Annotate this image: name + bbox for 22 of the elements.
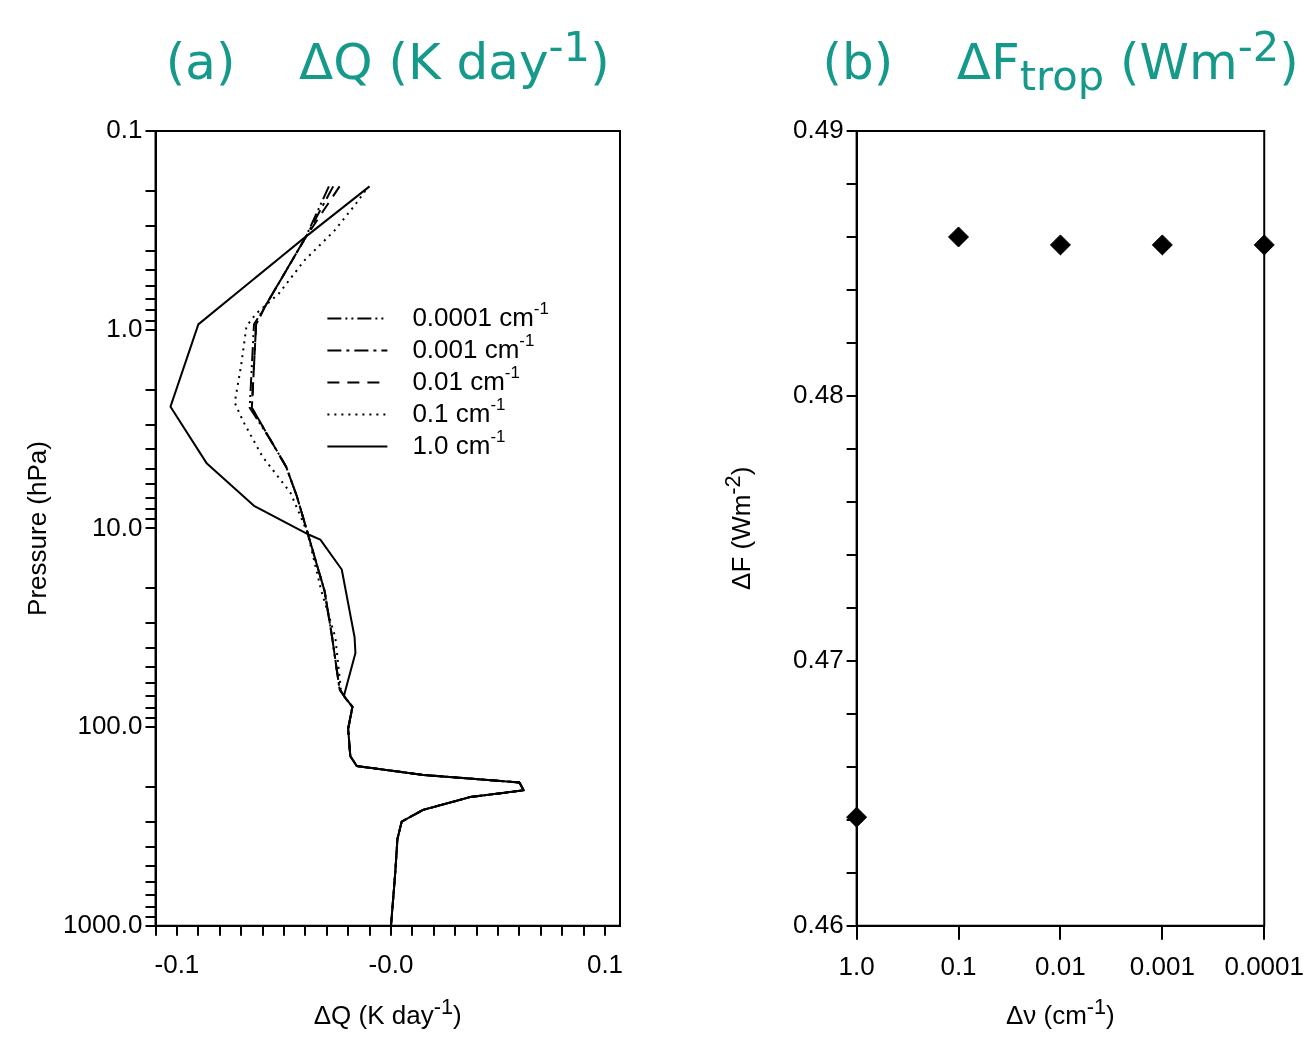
x-tick-label: 0.1 <box>940 950 977 981</box>
x-tick-label: 0.1 <box>586 948 624 979</box>
x-axis-title: Δν (cm$^{-1}$) <box>1005 993 1115 1031</box>
x-tick-label: -0.0 <box>368 948 414 979</box>
y-tick-label: 0.1 <box>106 114 143 145</box>
x-tick-label: 0.001 <box>1129 950 1195 981</box>
y-tick-label: 1000.0 <box>62 908 143 939</box>
chart-title: (b) ΔF$_{trop}$ (Wm$^{-2}$) <box>822 22 1299 100</box>
y-tick-label: 0.48 <box>792 379 844 410</box>
y-tick-label: 10.0 <box>91 511 143 542</box>
chart-title: (a) ΔQ (K day$^{-1}$) <box>165 22 610 91</box>
y-axis-title: Pressure (hPa) <box>21 440 53 616</box>
y-tick-label: 0.47 <box>792 644 844 675</box>
x-tick-label: 0.0001 <box>1224 950 1304 981</box>
x-tick-label: -0.1 <box>154 948 200 979</box>
x-tick-label: 1.0 <box>838 950 875 981</box>
y-tick-label: 100.0 <box>77 710 143 741</box>
y-tick-label: 1.0 <box>106 312 143 343</box>
y-tick-label: 0.46 <box>792 908 844 939</box>
y-tick-label: 0.49 <box>792 114 844 145</box>
x-tick-label: 0.01 <box>1035 950 1086 981</box>
x-axis-title: ΔQ (K day$^{-1}$) <box>313 993 462 1031</box>
